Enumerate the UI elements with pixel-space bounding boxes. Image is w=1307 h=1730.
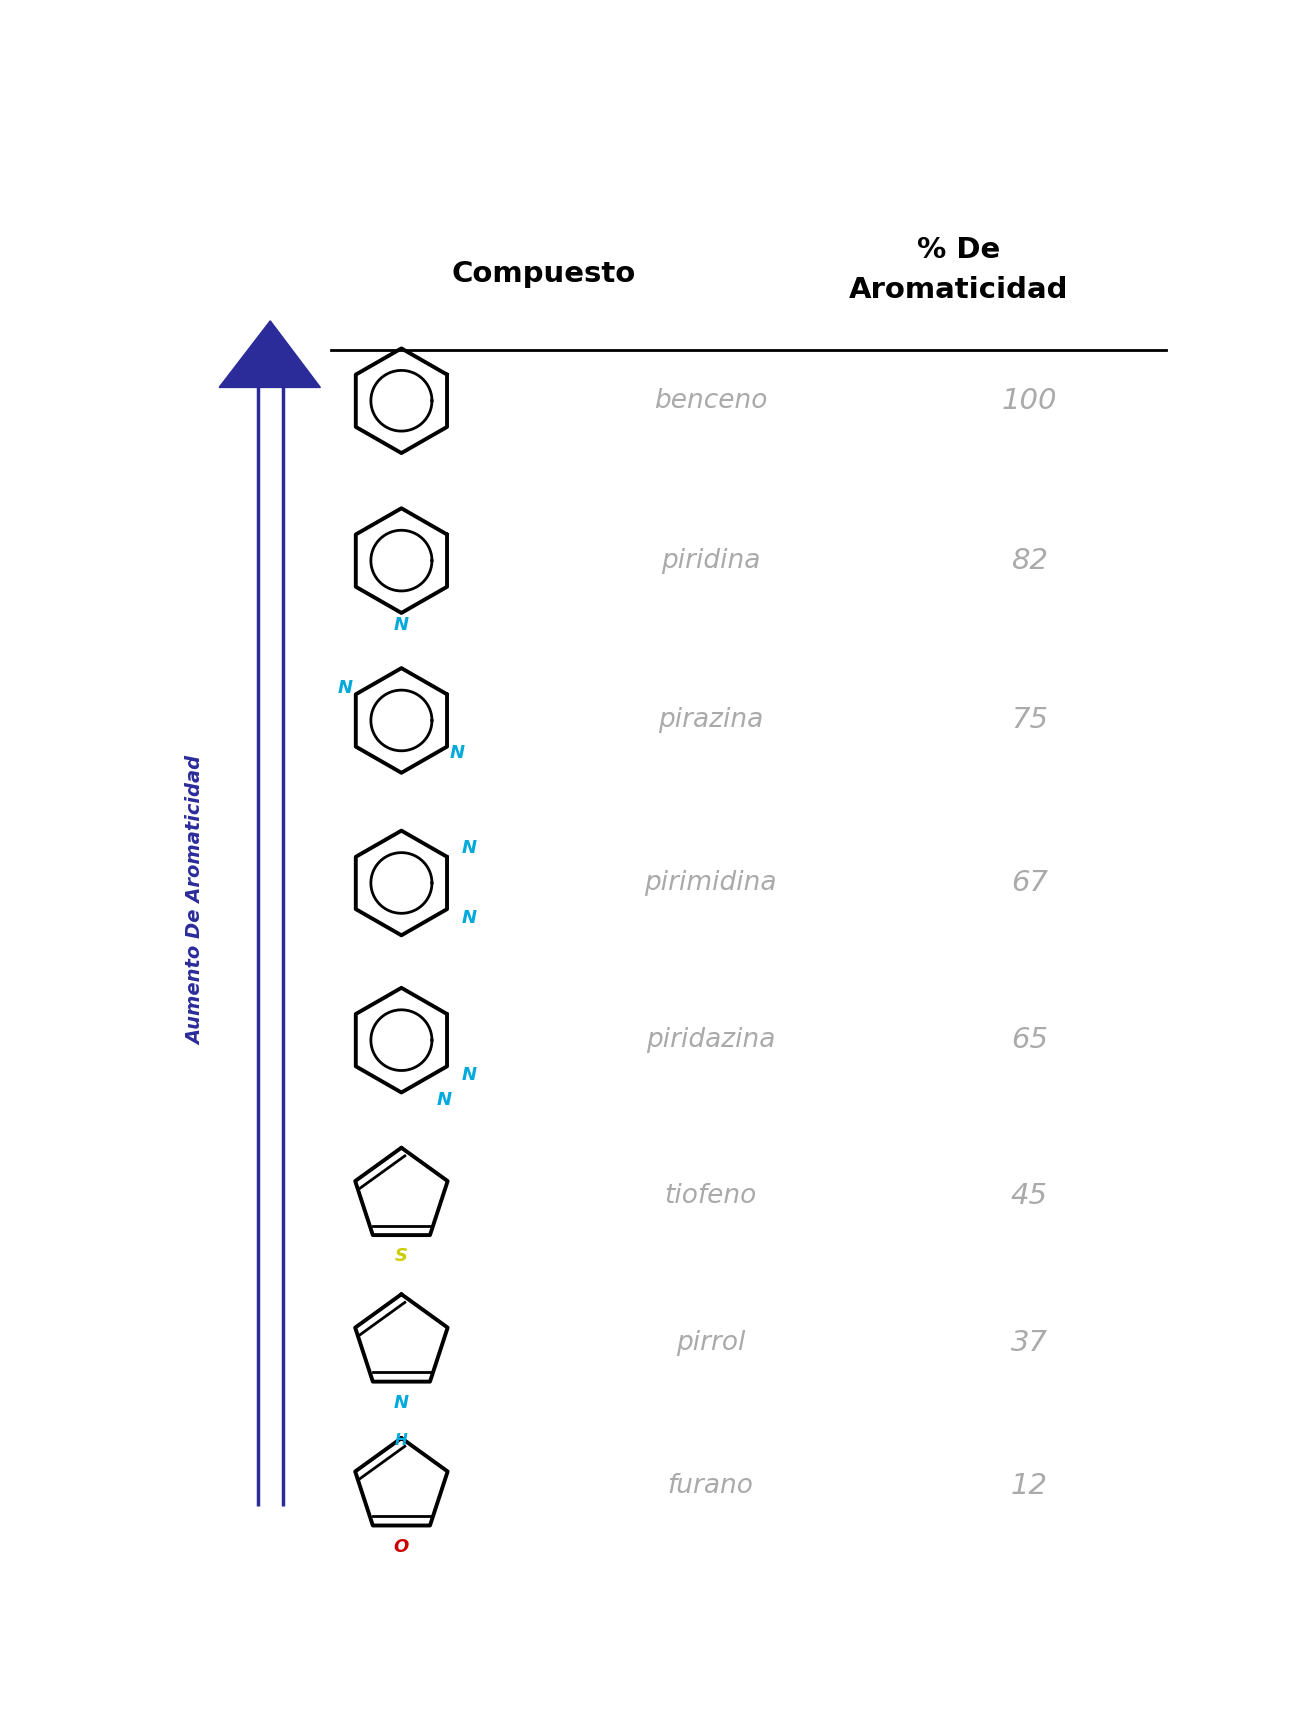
Text: O: O — [393, 1538, 409, 1555]
Text: pirrol: pirrol — [676, 1330, 745, 1356]
Text: benceno: benceno — [654, 388, 767, 413]
Text: 82: 82 — [1010, 547, 1048, 574]
Text: 75: 75 — [1010, 706, 1048, 735]
Text: N: N — [461, 908, 477, 927]
Text: 37: 37 — [1010, 1329, 1048, 1356]
Text: tiofeno: tiofeno — [664, 1183, 757, 1209]
Text: 100: 100 — [1001, 388, 1057, 415]
Text: N: N — [393, 616, 409, 633]
Text: % De: % De — [918, 237, 1000, 265]
Text: N: N — [461, 1066, 477, 1085]
Text: pirimidina: pirimidina — [644, 870, 776, 896]
Text: Aumento De Aromaticidad: Aumento De Aromaticidad — [187, 756, 205, 1045]
Text: 45: 45 — [1010, 1182, 1048, 1209]
Text: furano: furano — [668, 1474, 753, 1500]
Text: N: N — [393, 1394, 409, 1412]
Text: piridazina: piridazina — [646, 1028, 775, 1054]
Text: N: N — [450, 744, 465, 761]
Text: 65: 65 — [1010, 1026, 1048, 1054]
Text: Compuesto: Compuesto — [451, 260, 635, 289]
Text: N: N — [461, 839, 477, 858]
Text: 67: 67 — [1010, 868, 1048, 896]
Text: Aromaticidad: Aromaticidad — [848, 277, 1068, 304]
Text: H: H — [395, 1432, 408, 1448]
Text: piridina: piridina — [660, 548, 761, 574]
Text: N: N — [337, 680, 353, 697]
Polygon shape — [220, 320, 320, 388]
Text: pirazina: pirazina — [657, 708, 763, 734]
Text: 12: 12 — [1010, 1472, 1048, 1500]
Text: S: S — [395, 1247, 408, 1265]
Text: N: N — [437, 1092, 451, 1109]
